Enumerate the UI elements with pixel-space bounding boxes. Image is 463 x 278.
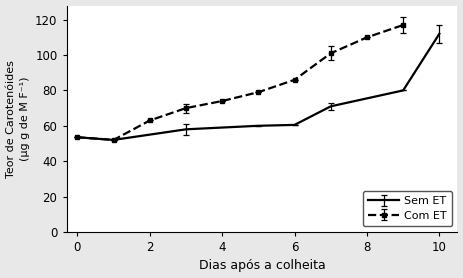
Legend: Sem ET, Com ET: Sem ET, Com ET (363, 191, 452, 226)
X-axis label: Dias após a colheita: Dias após a colheita (199, 259, 325, 272)
Y-axis label: Teor de Carotenóides
(µg g de M F⁻¹): Teor de Carotenóides (µg g de M F⁻¹) (6, 60, 30, 178)
